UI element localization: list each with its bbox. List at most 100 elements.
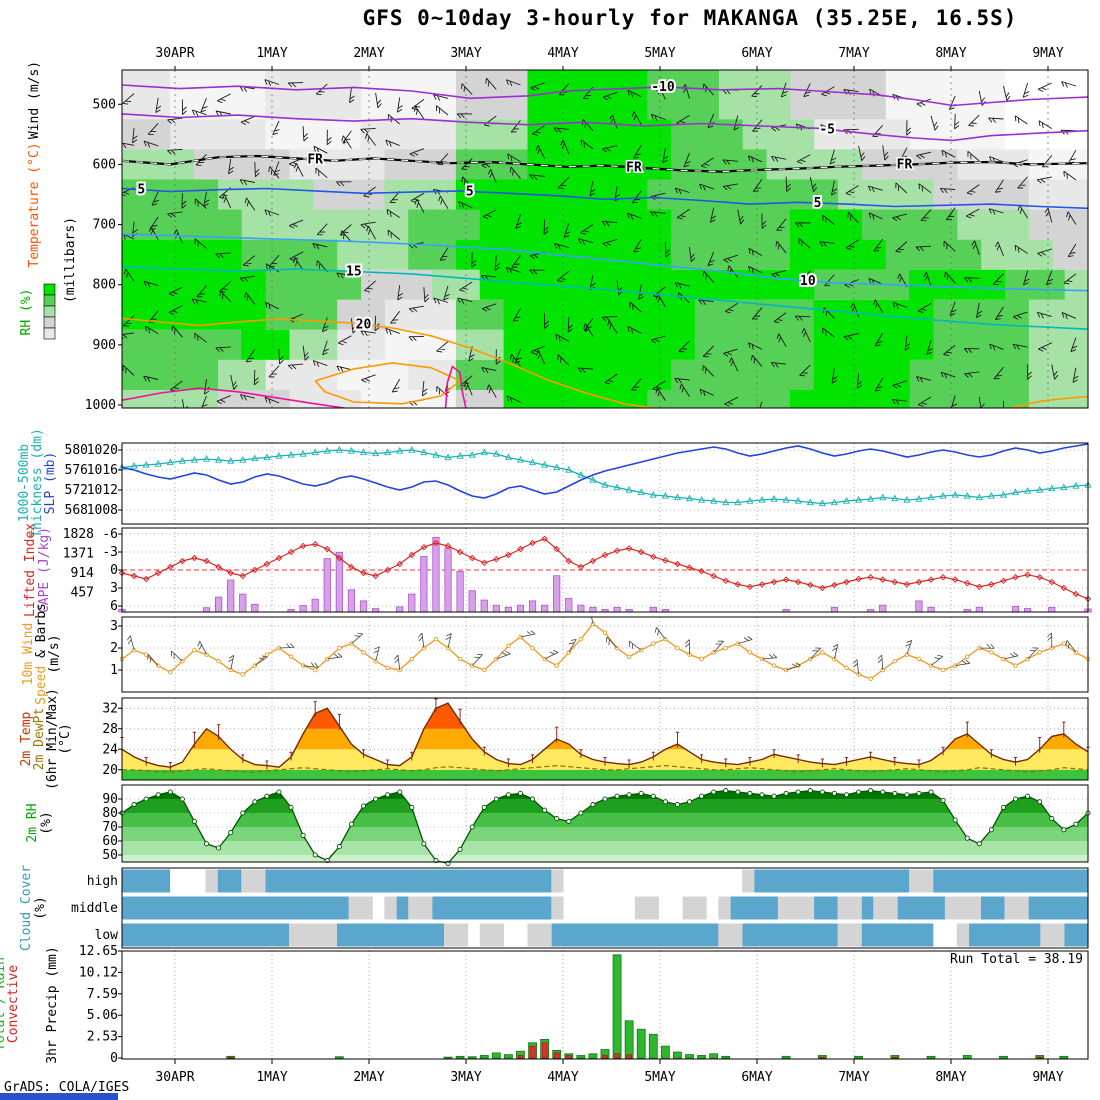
contour-15: [122, 265, 1088, 330]
rh2m-marker: [699, 793, 705, 799]
precip-tick-label: 7.59: [87, 987, 118, 1002]
slp-border: [121, 442, 1089, 525]
rh2m-marker: [1037, 799, 1043, 805]
rh2m-marker: [191, 818, 197, 824]
convective-bar: [1036, 1056, 1043, 1059]
precip-bar: [721, 1055, 731, 1059]
precip-tick-label: 10.12: [79, 965, 118, 980]
rh2m-marker: [397, 789, 403, 795]
left-label-rh_label: RH (%): [19, 289, 34, 336]
rh2m-marker: [542, 807, 548, 813]
precip-bar: [636, 1028, 646, 1059]
fr-label: FR: [626, 160, 642, 175]
rh2m-border: [121, 784, 1089, 863]
left-label-r1: 2m RH: [25, 803, 40, 842]
convective-bar: [602, 1055, 608, 1059]
rh2m-marker: [566, 818, 572, 824]
wind10m-marker: [699, 656, 704, 662]
grads-logo-bar: [0, 1093, 118, 1100]
precip-bar: [612, 954, 622, 1059]
rh2m-marker: [288, 804, 294, 810]
precip-bar: [999, 1055, 1008, 1059]
wind10m-marker: [530, 645, 535, 651]
left-label-t3: (6hr Min/Max): [45, 688, 60, 790]
contour-label-15: 15: [346, 264, 362, 279]
precip-bar: [479, 1055, 489, 1059]
cape-bar: [239, 593, 247, 613]
rh2m-marker: [783, 790, 789, 796]
wind10m-marker: [989, 650, 994, 655]
date-label-top: 3MAY: [450, 46, 481, 61]
rh2m-marker: [554, 816, 560, 822]
cape-bar: [323, 558, 331, 613]
contour-label--5: -5: [819, 122, 835, 137]
rh-tick-label: 70: [102, 820, 118, 835]
precip-bar: [588, 1053, 598, 1059]
rh2m-marker: [602, 796, 608, 802]
left-label-t2: 2m DewPt: [32, 708, 47, 771]
convective-bar: [891, 1056, 898, 1059]
cape-bar: [396, 606, 404, 613]
wind-tick-label: 1: [110, 663, 118, 678]
wind10m-marker: [675, 645, 680, 651]
wind10m-marker: [916, 656, 922, 662]
cape-bar: [565, 597, 573, 613]
rh2m-marker: [155, 792, 161, 798]
cape-bar: [613, 606, 621, 613]
date-label-top: 9MAY: [1032, 46, 1063, 61]
left-label-millibars: (millibars): [63, 217, 78, 303]
precip-bar: [685, 1054, 694, 1059]
left-label-p2: Convective: [6, 965, 21, 1043]
wind10m-barbs: [126, 617, 1077, 675]
contour-loop6: [314, 362, 461, 405]
rh2m-marker: [880, 789, 886, 795]
wind10m-marker: [385, 665, 390, 671]
precip-bar: [673, 1051, 682, 1059]
rh2m-marker: [771, 793, 777, 799]
rh-shading-9: [122, 70, 1006, 408]
contour-5: [122, 187, 1088, 210]
cape-bar: [1011, 606, 1020, 613]
rh2m-marker: [457, 846, 463, 852]
rh2m-marker: [650, 793, 656, 799]
rh2m-marker: [928, 789, 934, 795]
rh2m-marker: [167, 789, 173, 795]
rh2m-marker: [348, 821, 354, 827]
rh-tick-label: 60: [102, 834, 118, 849]
date-label-bottom: 2MAY: [353, 1070, 384, 1085]
upper-air-panel: -10 -5 5 5 5 10 15 20 FR FR FR: [122, 70, 1088, 408]
cape-bar: [927, 606, 935, 613]
precip-tick-label: 0: [110, 1051, 118, 1066]
cape-tick-label: 1371: [63, 547, 94, 562]
rh2m-marker: [179, 796, 185, 802]
convective-bar: [227, 1056, 234, 1059]
cape-bar: [227, 579, 235, 613]
wind10m-marker: [1013, 663, 1018, 668]
rh2m-marker: [723, 788, 729, 794]
left-label-c2: (%): [33, 896, 48, 919]
contour-10: [122, 233, 1088, 292]
cape-bar: [359, 600, 368, 613]
pressure-tick-label: 1000: [85, 398, 116, 413]
precip-bar: [854, 1055, 863, 1059]
date-label-bottom: 4MAY: [547, 1070, 578, 1085]
t2m-band: [122, 728, 1088, 750]
rh2m-marker: [856, 789, 862, 795]
rh2m-marker: [735, 789, 741, 795]
cape-bar: [1048, 606, 1056, 613]
t2m-border: [121, 697, 1089, 781]
precip-tick-label: 5.06: [87, 1008, 118, 1023]
precip-bar: [491, 1052, 501, 1059]
cape-bar: [915, 600, 923, 613]
wind10m-marker: [940, 667, 946, 673]
rh2m-marker: [711, 789, 717, 795]
rh2m-marker: [131, 802, 137, 808]
left-label-thk1: 1000-500mb: [17, 444, 32, 522]
page-title: GFS 0~10day 3-hourly for MAKANGA (35.25E…: [362, 6, 1018, 30]
cape-bar: [432, 536, 440, 613]
cape-bar: [444, 547, 452, 613]
cape-bar: [528, 600, 537, 613]
rh2m-marker: [1061, 827, 1067, 833]
cape-bar: [649, 606, 657, 613]
precip-border: [121, 950, 1089, 1060]
